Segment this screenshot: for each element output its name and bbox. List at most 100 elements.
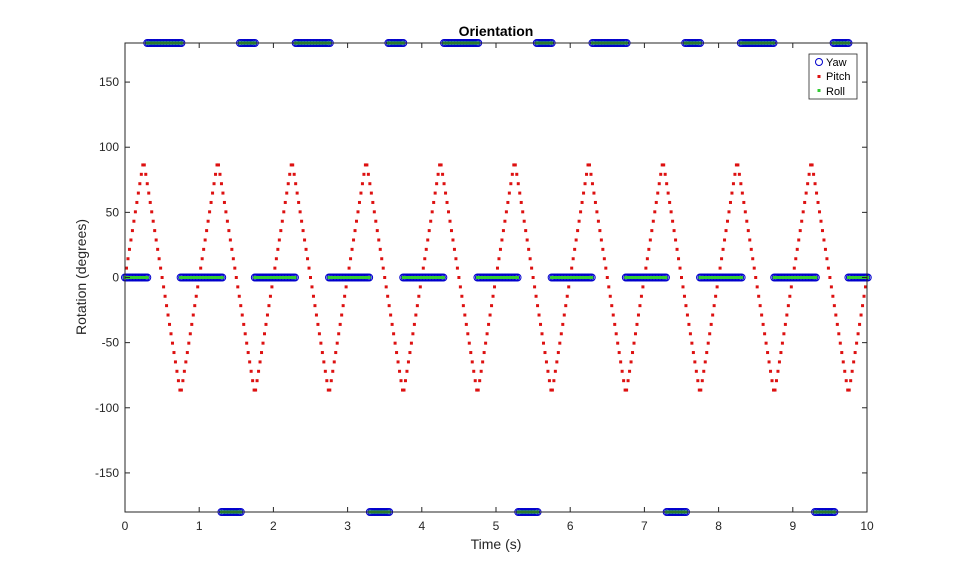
pitch-point bbox=[417, 294, 421, 298]
pitch-point bbox=[421, 266, 425, 270]
pitch-point bbox=[730, 191, 734, 195]
pitch-point bbox=[202, 247, 206, 251]
pitch-point bbox=[227, 229, 231, 233]
x-axis-label: Time (s) bbox=[471, 536, 522, 552]
pitch-point bbox=[561, 322, 565, 326]
pitch-point bbox=[430, 210, 434, 214]
pitch-point bbox=[476, 388, 480, 392]
pitch-point bbox=[185, 351, 189, 355]
pitch-point bbox=[285, 191, 289, 195]
pitch-point bbox=[160, 276, 164, 279]
pitch-point bbox=[205, 229, 209, 233]
pitch-point bbox=[498, 247, 502, 251]
pitch-point bbox=[706, 341, 710, 345]
pitch-point bbox=[311, 294, 315, 298]
pitch-point bbox=[625, 388, 629, 392]
pitch-point bbox=[144, 172, 148, 176]
legend: Yaw Pitch Roll bbox=[808, 53, 858, 100]
pitch-point bbox=[587, 163, 591, 167]
pitch-point bbox=[332, 360, 336, 364]
pitch-point bbox=[387, 304, 391, 308]
pitch-point bbox=[355, 219, 359, 223]
pitch-point bbox=[162, 285, 166, 289]
y-tick-label: 0 bbox=[112, 271, 119, 285]
pitch-point bbox=[807, 172, 811, 176]
pitch-point bbox=[225, 219, 229, 223]
pitch-point bbox=[317, 332, 321, 336]
pitch-point bbox=[267, 304, 271, 308]
pitch-point bbox=[864, 285, 868, 289]
pitch-point bbox=[495, 266, 499, 270]
pitch-point bbox=[196, 285, 200, 289]
pitch-point bbox=[254, 388, 258, 392]
pitch-point bbox=[150, 210, 154, 214]
pitch-point bbox=[510, 172, 514, 176]
pitch-point bbox=[304, 247, 308, 251]
pitch-point bbox=[674, 238, 678, 242]
pitch-point bbox=[564, 304, 568, 308]
pitch-point bbox=[601, 247, 605, 251]
pitch-point bbox=[466, 332, 470, 336]
pitch-point bbox=[550, 388, 554, 392]
pitch-point bbox=[521, 210, 525, 214]
pitch-point bbox=[411, 332, 415, 336]
pitch-point bbox=[663, 172, 667, 176]
pitch-point bbox=[328, 388, 332, 392]
pitch-point bbox=[357, 200, 361, 204]
pitch-point bbox=[469, 351, 473, 355]
pitch-point bbox=[590, 182, 594, 186]
pitch-point bbox=[163, 294, 167, 298]
pitch-point bbox=[671, 219, 675, 223]
pitch-point bbox=[708, 332, 712, 336]
pitch-point bbox=[654, 200, 658, 204]
pitch-point bbox=[491, 294, 495, 298]
pitch-point bbox=[169, 332, 173, 336]
pitch-point bbox=[758, 304, 762, 308]
pitch-point bbox=[858, 322, 862, 326]
pitch-point bbox=[349, 257, 353, 261]
pitch-point bbox=[338, 322, 342, 326]
pitch-point bbox=[245, 341, 249, 345]
pitch-point bbox=[631, 351, 635, 355]
pitch-point bbox=[742, 200, 746, 204]
pitch-point bbox=[537, 313, 541, 317]
pitch-point bbox=[533, 285, 537, 289]
pitch-point bbox=[282, 210, 286, 214]
pitch-point bbox=[433, 191, 437, 195]
x-tick-label: 9 bbox=[789, 519, 796, 533]
pitch-point bbox=[513, 163, 517, 167]
pitch-point bbox=[633, 332, 637, 336]
pitch-point bbox=[540, 332, 544, 336]
pitch-point bbox=[288, 172, 292, 176]
pitch-point bbox=[656, 191, 660, 195]
pitch-point bbox=[852, 360, 856, 364]
pitch-point bbox=[147, 191, 151, 195]
pitch-point bbox=[136, 191, 140, 195]
pitch-point bbox=[794, 257, 798, 261]
pitch-point bbox=[208, 210, 212, 214]
pitch-point bbox=[157, 257, 161, 261]
pitch-point bbox=[850, 369, 854, 373]
pitch-point bbox=[835, 322, 839, 326]
pitch-point bbox=[620, 369, 624, 373]
pitch-point bbox=[626, 379, 630, 383]
pitch-point bbox=[237, 294, 241, 298]
pitch-point bbox=[493, 285, 497, 289]
pitch-point bbox=[720, 257, 724, 261]
x-tick-label: 2 bbox=[270, 519, 277, 533]
pitch-point bbox=[782, 332, 786, 336]
pitch-point bbox=[234, 276, 238, 279]
pitch-point bbox=[605, 276, 609, 279]
x-tick-label: 0 bbox=[122, 519, 129, 533]
pitch-point bbox=[124, 266, 128, 270]
pitch-point bbox=[531, 276, 535, 279]
pitch-point bbox=[859, 313, 863, 317]
pitch-point bbox=[690, 341, 694, 345]
pitch-point bbox=[743, 210, 747, 214]
pitch-point bbox=[653, 210, 657, 214]
pitch-point bbox=[307, 266, 311, 270]
pitch-point bbox=[822, 238, 826, 242]
pitch-point bbox=[262, 332, 266, 336]
pitch-point bbox=[159, 266, 163, 270]
pitch-point bbox=[528, 257, 532, 261]
